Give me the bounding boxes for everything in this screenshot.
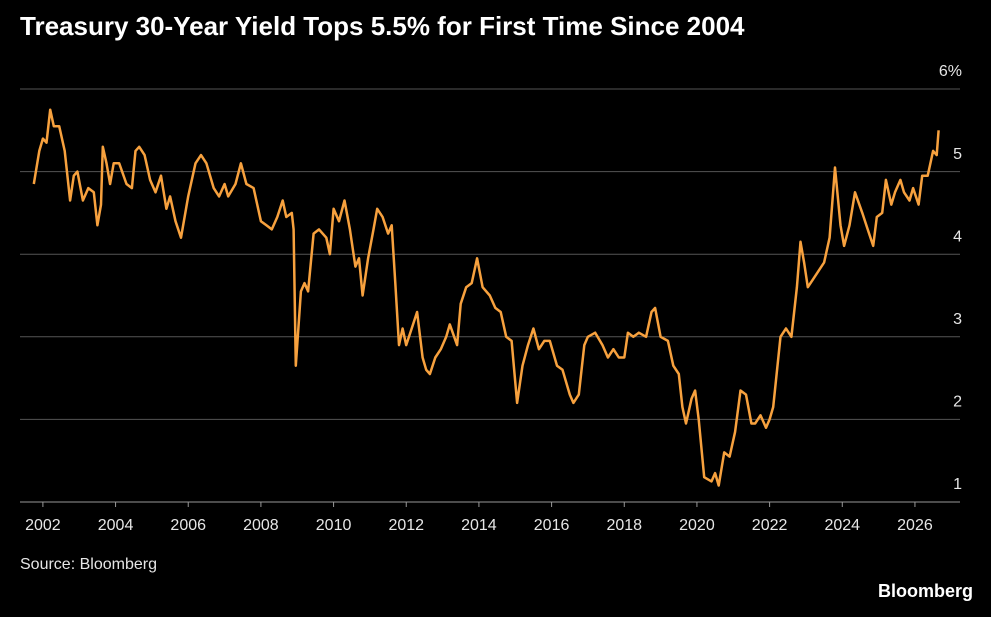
x-tick-label: 2010 [316,517,352,534]
x-tick-label: 2026 [897,517,933,534]
x-tick-label: 2016 [534,517,570,534]
y-tick-label: 1 [953,476,962,493]
x-tick-label: 2018 [606,517,642,534]
y-tick-label: 6% [939,63,962,80]
x-tick-label: 2006 [170,517,206,534]
x-tick-label: 2002 [25,517,61,534]
x-tick-label: 2024 [824,517,860,534]
y-tick-label: 4 [953,228,962,245]
x-tick-label: 2004 [98,517,134,534]
x-tick-label: 2022 [752,517,788,534]
yield-line [32,108,940,487]
chart-title: Treasury 30-Year Yield Tops 5.5% for Fir… [20,11,745,41]
source-note: Source: Bloomberg [20,556,157,573]
x-tick-label: 2012 [388,517,424,534]
x-tick-label: 2008 [243,517,279,534]
x-tick-label: 2014 [461,517,497,534]
logo: Bloomberg [878,581,973,601]
y-tick-label: 5 [953,146,962,163]
x-tick-label: 2020 [679,517,715,534]
y-tick-label: 2 [953,394,962,411]
y-tick-label: 3 [953,311,962,328]
